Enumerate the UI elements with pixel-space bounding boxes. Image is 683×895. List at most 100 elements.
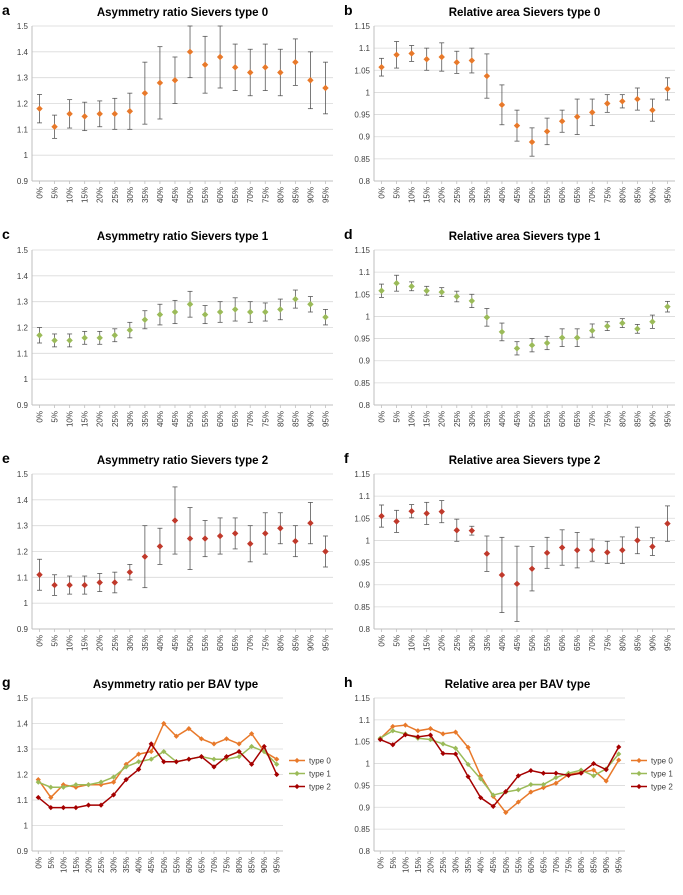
- y-tick-label: 1.5: [17, 246, 29, 255]
- legend-label: type 2: [309, 783, 331, 792]
- data-point: [393, 51, 400, 58]
- x-tick-label: 40%: [498, 635, 507, 651]
- data-point: [66, 110, 73, 118]
- data-point: [156, 543, 164, 550]
- data-point: [440, 731, 446, 737]
- data-point: [408, 283, 415, 290]
- x-tick-label: 90%: [306, 635, 315, 651]
- data-point: [634, 95, 641, 103]
- data-point: [553, 770, 559, 776]
- y-tick-label: 1: [366, 88, 371, 97]
- x-tick-label: 5%: [393, 635, 402, 647]
- series-line: [37, 722, 278, 799]
- data-point: [453, 293, 460, 300]
- y-tick-label: 0.9: [359, 133, 371, 142]
- y-tick-label: 1.4: [17, 720, 29, 729]
- data-point: [85, 802, 92, 808]
- data-point: [378, 287, 385, 294]
- y-tick-label: 0.8: [359, 847, 371, 856]
- chart-svg-d: d Relative area Sievers type 1 0.8 0.85 0.9 0…: [344, 226, 675, 427]
- data-point: [186, 756, 192, 762]
- x-tick-label: 45%: [513, 411, 522, 427]
- legend-label: type 2: [651, 783, 673, 792]
- x-tick-label: 70%: [552, 857, 561, 873]
- x-tick-label: 60%: [527, 857, 536, 873]
- x-tick-label: 15%: [423, 635, 432, 651]
- x-tick-label: 30%: [110, 857, 119, 873]
- x-tick-label: 70%: [246, 411, 255, 427]
- data-point: [148, 756, 154, 762]
- x-tick-label: 30%: [468, 411, 477, 427]
- x-tick-label: 45%: [171, 635, 180, 651]
- x-tick-label: 50%: [528, 635, 537, 651]
- data-point: [96, 334, 103, 342]
- x-tick-label: 55%: [543, 635, 552, 651]
- panel-f-chart: f Relative area Sievers type 2 0.8 0.85 0.9 0…: [342, 448, 683, 671]
- panel-label-d: d: [344, 226, 353, 242]
- data-point: [307, 301, 314, 308]
- chart-title-b: Relative area Sievers type 0: [449, 7, 601, 19]
- data-point: [277, 306, 284, 313]
- data-point: [73, 805, 79, 811]
- x-tick-label: 60%: [216, 635, 225, 651]
- x-tick-label: 90%: [260, 857, 269, 873]
- x-tick-label: 15%: [81, 635, 90, 651]
- y-tick-label: 0.95: [354, 335, 370, 344]
- y-tick-label: 1: [366, 536, 371, 545]
- panel-b-chart: b Relative area Sievers type 0 0.8 0.85 0.9 0…: [342, 0, 683, 223]
- y-tick-label: 1.15: [354, 22, 370, 31]
- x-tick-label: 20%: [438, 635, 447, 651]
- x-tick-label: 50%: [186, 187, 195, 203]
- legend-marker: [294, 783, 300, 790]
- x-tick-label: 25%: [111, 635, 120, 651]
- data-point: [528, 138, 536, 146]
- data-point: [573, 334, 581, 341]
- data-point: [573, 546, 581, 554]
- data-point: [619, 546, 626, 554]
- x-tick-label: 25%: [453, 411, 462, 427]
- x-tick-label: 65%: [539, 857, 548, 873]
- data-point: [148, 748, 154, 755]
- data-point: [468, 527, 476, 534]
- y-tick-label: 1.1: [17, 573, 29, 582]
- y-tick-label: 1.4: [17, 496, 29, 505]
- data-point: [322, 313, 329, 321]
- y-tick-label: 0.95: [354, 111, 370, 120]
- x-tick-label: 35%: [141, 187, 150, 203]
- x-tick-label: 75%: [603, 411, 612, 427]
- x-tick-label: 40%: [498, 411, 507, 427]
- x-tick-label: 70%: [588, 187, 597, 203]
- x-tick-label: 85%: [248, 857, 257, 873]
- data-point: [649, 318, 656, 325]
- y-tick-label: 1.15: [354, 470, 370, 479]
- x-tick-label: 80%: [618, 187, 627, 203]
- data-point: [483, 314, 491, 321]
- y-tick-label: 1.4: [17, 272, 29, 281]
- data-point: [96, 579, 103, 586]
- x-tick-label: 20%: [96, 411, 105, 427]
- data-point: [231, 530, 239, 537]
- data-point: [249, 761, 255, 767]
- data-point: [161, 748, 167, 755]
- y-tick-label: 0.85: [354, 603, 370, 612]
- data-point: [277, 69, 284, 76]
- data-point: [468, 57, 476, 64]
- x-tick-label: 75%: [565, 857, 574, 873]
- x-tick-label: 35%: [483, 187, 492, 203]
- x-tick-label: 20%: [426, 857, 435, 873]
- panel-g-chart: g Asymmetry ratio per BAV type 0.9 1 1.1 1.2 1…: [0, 672, 341, 895]
- data-point: [60, 784, 66, 790]
- x-tick-label: 55%: [201, 187, 210, 203]
- x-tick-label: 20%: [96, 635, 105, 651]
- x-tick-label: 65%: [197, 857, 206, 873]
- data-point: [664, 85, 671, 93]
- legend-marker: [636, 770, 642, 777]
- x-tick-label: 85%: [633, 411, 642, 427]
- x-tick-label: 55%: [543, 411, 552, 427]
- x-tick-label: 20%: [84, 857, 93, 873]
- data-point: [515, 787, 521, 793]
- data-point: [186, 48, 194, 56]
- y-tick-label: 1.3: [17, 298, 29, 307]
- data-point: [60, 805, 66, 811]
- data-point: [156, 311, 164, 318]
